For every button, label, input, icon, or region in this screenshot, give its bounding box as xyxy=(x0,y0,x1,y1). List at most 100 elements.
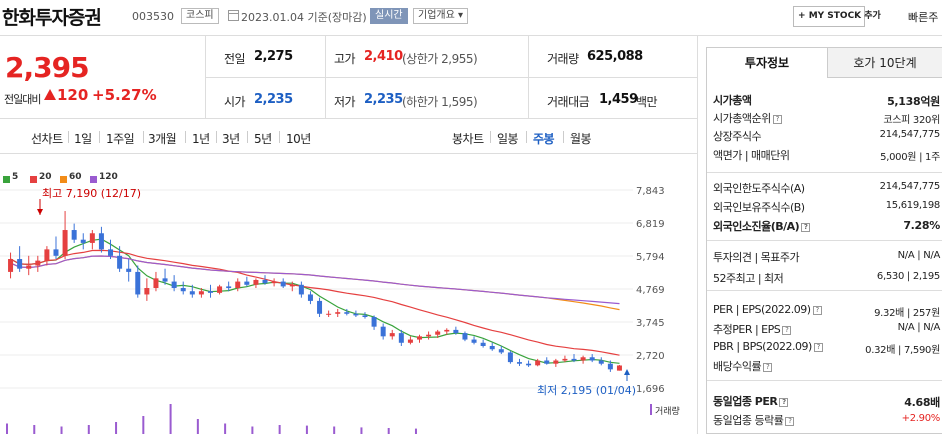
fast-order-link[interactable]: 빠른주 xyxy=(908,11,939,24)
tab-separator xyxy=(143,131,144,143)
candle-body xyxy=(62,230,68,256)
panel-row-label: 시가총액순위? xyxy=(713,110,782,126)
tab-3y[interactable]: 3년 xyxy=(222,132,240,146)
legend-swatch-ma20 xyxy=(30,176,37,183)
help-icon[interactable]: ? xyxy=(801,222,811,232)
panel-row-label-text: 상장주식수 xyxy=(713,130,762,143)
tab-separator xyxy=(490,131,491,143)
help-icon[interactable]: ? xyxy=(782,325,792,335)
tab-1d[interactable]: 1일 xyxy=(74,132,92,146)
panel-row-label: 추정PER | EPS? xyxy=(713,321,792,337)
panel-row-label-text: 동일업종 등락률 xyxy=(713,414,784,427)
volume-bar xyxy=(360,427,363,434)
volume-bar xyxy=(60,426,63,434)
candle-body xyxy=(435,331,441,335)
candle-body xyxy=(371,317,377,327)
candle-body xyxy=(53,249,59,256)
legend-swatch-ma120 xyxy=(90,176,97,183)
panel-row-label-text: 외국인보유주식수(B) xyxy=(713,201,805,214)
tab-weekly[interactable]: 주봉 xyxy=(533,132,555,146)
tab-invest-info[interactable]: 투자정보 xyxy=(707,48,827,78)
tab-separator xyxy=(99,131,100,143)
candle-body xyxy=(226,286,232,289)
volume-bar xyxy=(33,425,36,434)
volume-bar xyxy=(196,419,199,434)
low-value: 2,235 xyxy=(364,92,403,107)
panel-row-label-text: 외국인소진율(B/A) xyxy=(713,220,800,233)
panel-row-value: 9.32배 | 257원 xyxy=(874,308,940,319)
tab-monthly[interactable]: 월봉 xyxy=(570,132,592,146)
candle-body xyxy=(380,326,386,337)
ma-line-120 xyxy=(10,255,620,305)
panel-divider xyxy=(707,240,942,241)
tab-10y[interactable]: 10년 xyxy=(286,132,311,146)
panel-row-label-text: 외국인한도주식수(A) xyxy=(713,182,805,195)
panel-row-label: 투자의견 | 목표주가 xyxy=(713,249,800,265)
tab-1y[interactable]: 1년 xyxy=(192,132,210,146)
tab-order-book[interactable]: 호가 10단계 xyxy=(827,48,942,78)
panel-row-label-text: 배당수익률 xyxy=(713,360,762,373)
candle-body xyxy=(535,360,541,366)
help-icon[interactable]: ? xyxy=(813,342,823,352)
tab-separator xyxy=(247,131,248,143)
panel-row-label: 액면가 | 매매단위 xyxy=(713,147,790,163)
tab-1w[interactable]: 1주일 xyxy=(106,132,135,146)
help-icon[interactable]: ? xyxy=(812,305,822,315)
candle-body xyxy=(307,294,313,301)
candle-body xyxy=(171,281,177,289)
add-mystock-button[interactable]: + MY STOCK 추가 xyxy=(793,6,881,27)
volume-bar xyxy=(224,423,227,434)
panel-row-value: 214,547,775 xyxy=(879,129,941,140)
candle-body xyxy=(262,279,268,284)
candle-body xyxy=(489,345,495,350)
candle-body xyxy=(407,339,413,343)
low-note: 최저 2,195 (01/04) xyxy=(537,384,636,397)
current-price: 2,395 xyxy=(5,51,90,84)
candle-body xyxy=(98,233,104,250)
volume-bar xyxy=(305,425,308,434)
tab-3m[interactable]: 3개월 xyxy=(148,132,177,146)
tab-5y[interactable]: 5년 xyxy=(254,132,272,146)
panel-row-label: 외국인소진율(B/A)? xyxy=(713,218,811,234)
realtime-button[interactable]: 실시간 xyxy=(370,8,408,24)
high-arrow-icon xyxy=(37,209,43,215)
candle-body xyxy=(135,271,141,295)
lower-limit: (하한가 1,595) xyxy=(402,95,478,109)
company-overview-dropdown[interactable]: 기업개요 ▾ xyxy=(413,8,468,24)
ma-line-20 xyxy=(10,249,620,356)
help-icon[interactable]: ? xyxy=(772,114,782,124)
panel-row-label: 시가총액 xyxy=(713,92,752,108)
help-icon[interactable]: ? xyxy=(779,397,789,407)
plus-icon: + xyxy=(798,11,809,21)
y-tick-label: 6,819 xyxy=(636,219,665,230)
candle-body xyxy=(562,358,568,361)
calendar-icon xyxy=(228,10,239,21)
volume-bar xyxy=(142,416,145,434)
candle-body xyxy=(571,358,577,361)
tab-separator xyxy=(68,131,69,143)
volume-bar xyxy=(6,423,8,434)
panel-row-label-text: 시가총액 xyxy=(713,94,752,107)
candle-body xyxy=(8,259,14,272)
stock-title: 한화투자증권 xyxy=(2,7,102,29)
candle-body xyxy=(117,255,123,269)
y-tick-label: 7,843 xyxy=(636,186,665,197)
panel-row-value: 4.68배 xyxy=(904,396,940,409)
panel-row-label: 외국인보유주식수(B) xyxy=(713,199,805,215)
high-value: 2,410 xyxy=(364,49,403,64)
panel-row-label: PBR | BPS(2022.09)? xyxy=(713,340,823,353)
help-icon[interactable]: ? xyxy=(785,416,795,426)
upper-limit: (상한가 2,955) xyxy=(402,52,478,66)
candle-body xyxy=(362,315,368,318)
candle-body xyxy=(326,313,332,315)
tab-daily[interactable]: 일봉 xyxy=(497,132,519,146)
price-chart[interactable]: 7,843 6,819 5,794 4,769 3,745 2,720 1,696 최고 7… xyxy=(0,153,697,434)
volume-bar xyxy=(169,404,172,434)
panel-row-value: N/A | N/A xyxy=(897,322,941,333)
candle-body xyxy=(298,284,304,295)
tab-separator xyxy=(185,131,186,143)
panel-row-value: 6,530 | 2,195 xyxy=(876,271,940,282)
legend-ma120: 120 xyxy=(99,172,118,182)
help-icon[interactable]: ? xyxy=(763,362,773,372)
panel-row-label: PER | EPS(2022.09)? xyxy=(713,303,822,316)
